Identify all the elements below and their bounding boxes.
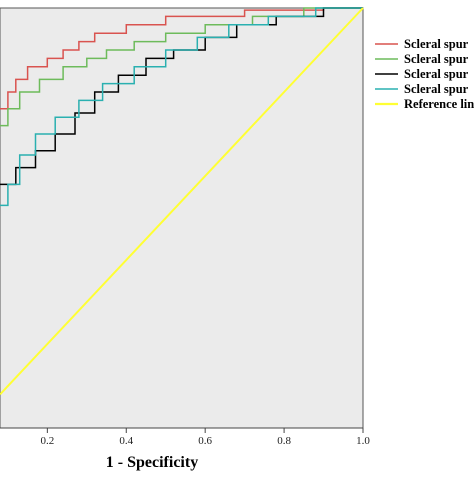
- plot-background: [0, 7, 364, 429]
- x-axis-title: 1 - Specificity: [106, 454, 198, 471]
- legend-label-4: Scleral spur: [404, 82, 469, 96]
- legend-label-1: Scleral spur: [404, 37, 469, 51]
- x-tick-label: 0.8: [277, 435, 291, 447]
- series-line-1: [0, 7, 363, 110]
- series-line-2: [0, 7, 363, 127]
- x-tick-label: 1.0: [356, 435, 370, 447]
- legend-label-5: Reference lin: [404, 97, 474, 111]
- series-lines: [0, 7, 364, 396]
- legend-label-3: Scleral spur: [404, 67, 469, 81]
- series-line-5: [0, 7, 364, 396]
- x-tick-label: 0.4: [119, 435, 133, 447]
- x-tick-label: 0.6: [198, 435, 212, 447]
- x-tick-label: 0.2: [40, 435, 54, 447]
- series-line-3: [0, 7, 363, 186]
- legend-label-2: Scleral spur: [404, 52, 469, 66]
- axes: 0.2 0.4 0.6 0.8 1.0: [0, 427, 370, 447]
- series-line-4: [0, 7, 363, 207]
